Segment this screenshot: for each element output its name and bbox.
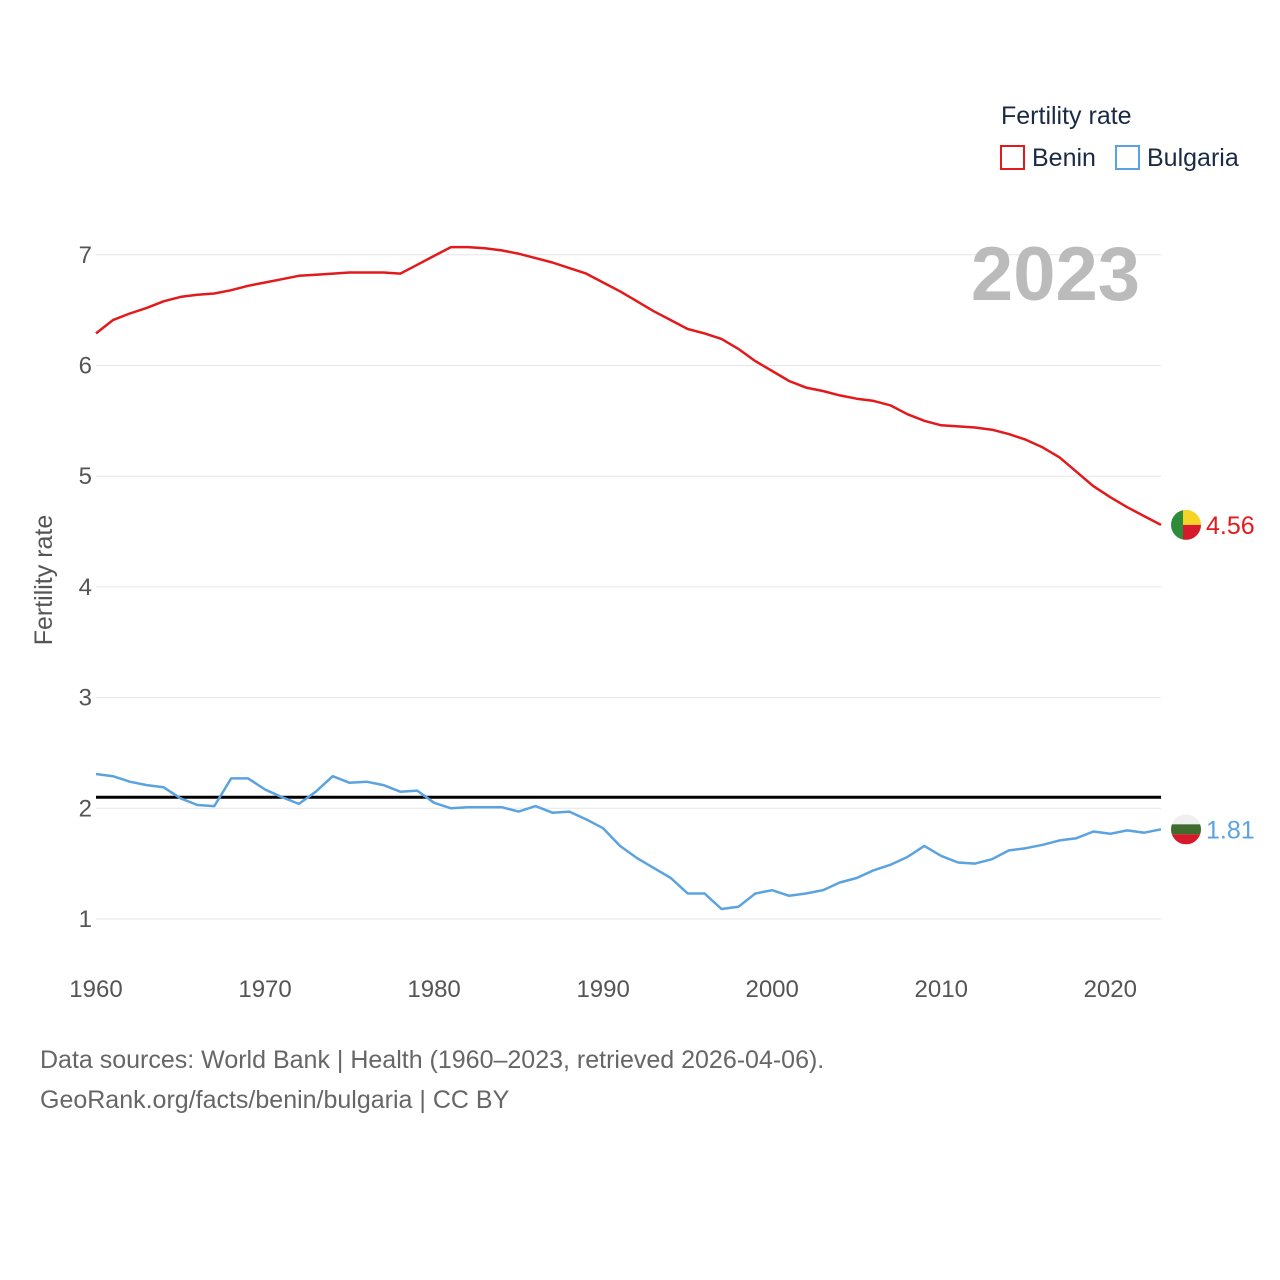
- grid-lines: [96, 254, 1161, 920]
- y-tick-label: 3: [79, 685, 92, 712]
- legend: Fertility rate Benin Bulgaria: [1000, 102, 1239, 172]
- flag-benin-icon: [1171, 509, 1201, 540]
- end-label-benin: 4.56: [1206, 512, 1255, 540]
- data-source-text: Data sources: World Bank | Health (1960–…: [40, 1046, 825, 1074]
- series-lines: [95, 245, 1162, 911]
- y-tick-label: 5: [79, 463, 92, 490]
- series-line-benin[interactable]: [95, 245, 1162, 527]
- x-tick-label: 2000: [745, 976, 798, 1003]
- legend-item-bulgaria[interactable]: Bulgaria: [1115, 144, 1239, 172]
- legend-item-benin[interactable]: Benin: [1000, 144, 1096, 172]
- legend-label-bulgaria: Bulgaria: [1147, 144, 1239, 172]
- legend-title: Fertility rate: [1001, 102, 1132, 130]
- x-tick-label: 1990: [576, 976, 629, 1003]
- y-axis-label: Fertility rate: [30, 515, 58, 646]
- y-tick-label: 4: [79, 574, 92, 601]
- y-tick-label: 2: [79, 795, 92, 822]
- y-axis: 1 2 3 4 5 6 7: [79, 242, 92, 933]
- y-tick-label: 6: [79, 353, 92, 380]
- legend-swatch-bulgaria: [1115, 145, 1140, 170]
- legend-label-benin: Benin: [1032, 144, 1096, 172]
- x-tick-label: 1980: [407, 976, 460, 1003]
- flag-bulgaria-icon: [1171, 814, 1201, 845]
- x-tick-label: 2020: [1084, 976, 1137, 1003]
- x-tick-label: 1970: [238, 976, 291, 1003]
- legend-swatch-benin: [1000, 145, 1025, 170]
- end-label-bulgaria: 1.81: [1206, 816, 1255, 844]
- source-url-text[interactable]: GeoRank.org/facts/benin/bulgaria | CC BY: [40, 1086, 510, 1114]
- x-tick-label: 2010: [915, 976, 968, 1003]
- series-line-bulgaria[interactable]: [95, 772, 1162, 911]
- x-tick-label: 1960: [69, 976, 122, 1003]
- x-axis: 1960 1970 1980 1990 2000 2010 2020: [69, 976, 1137, 1003]
- current-year-label: 2023: [971, 232, 1140, 317]
- y-tick-label: 7: [79, 242, 92, 269]
- footer: Data sources: World Bank | Health (1960–…: [40, 1040, 824, 1120]
- y-tick-label: 1: [79, 906, 92, 933]
- end-labels: 4.56 1.81: [1171, 509, 1255, 845]
